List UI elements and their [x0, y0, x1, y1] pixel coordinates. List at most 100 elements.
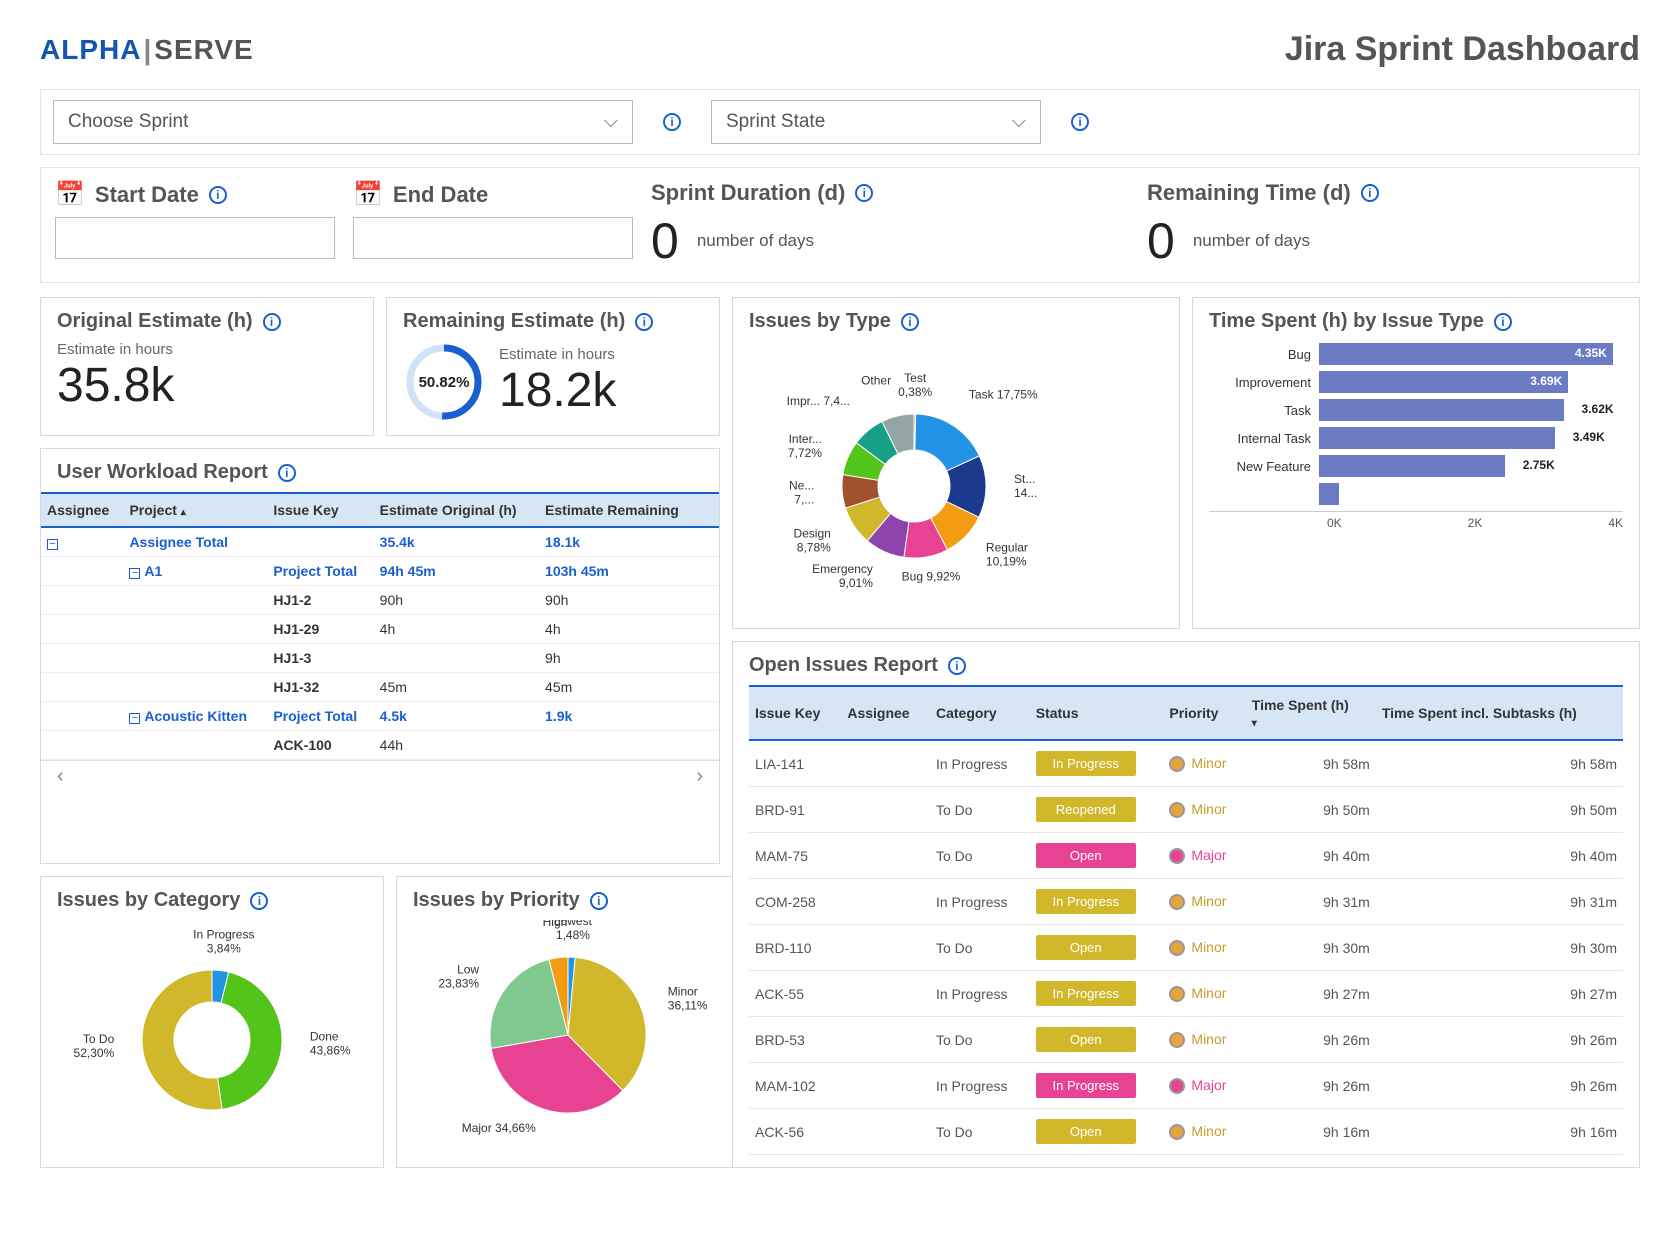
original-estimate-card: Original Estimate (h) i Estimate in hour…	[40, 297, 374, 436]
state-dropdown[interactable]: Sprint State ⌵	[711, 100, 1041, 144]
logo-serve: SERVE	[154, 34, 253, 65]
info-icon[interactable]: i	[590, 892, 608, 910]
svg-text:52,30%: 52,30%	[74, 1046, 115, 1060]
sprint-dropdown[interactable]: Choose Sprint ⌵	[53, 100, 633, 144]
original-sub: Estimate in hours	[57, 341, 357, 358]
table-row[interactable]: BRD-53To Do Open Minor 9h 26m 9h 26m	[749, 1017, 1623, 1063]
table-row[interactable]: ACK-56To Do Open Minor 9h 16m 9h 16m	[749, 1109, 1623, 1155]
table-row[interactable]: MAM-102In Progress In Progress Major 9h …	[749, 1063, 1623, 1109]
col-header[interactable]: Issue Key	[749, 686, 841, 740]
workload-title: User Workload Report	[57, 461, 268, 484]
svg-text:3,84%: 3,84%	[207, 942, 241, 956]
expander-icon[interactable]: −	[129, 713, 140, 724]
remaining-title: Remaining Estimate (h)	[403, 310, 625, 333]
remaining-label: Remaining Time (d)	[1147, 180, 1351, 206]
table-row[interactable]: MAM-75To Do Open Major 9h 40m 9h 40m	[749, 833, 1623, 879]
start-date-block: 📅Start Date i	[55, 180, 335, 270]
col-header[interactable]: Estimate Remaining	[539, 493, 701, 527]
table-row[interactable]: COM-258In Progress In Progress Minor 9h …	[749, 879, 1623, 925]
info-icon[interactable]: i	[1361, 184, 1379, 202]
col-header[interactable]: Time Spent (h)▾	[1246, 686, 1376, 740]
col-header[interactable]: Assignee	[841, 686, 930, 740]
by-type-chart: Test0,38%Task 17,75%St...14...Regular10,…	[749, 341, 1079, 611]
svg-text:High: High	[543, 920, 568, 929]
original-title: Original Estimate (h)	[57, 310, 253, 333]
col-header[interactable]: Estimate Original (h)	[374, 493, 539, 527]
svg-text:1,48%: 1,48%	[556, 928, 590, 942]
remaining-value: 0	[1147, 212, 1175, 270]
category-card: Issues by Category i In Progress3,84%Don…	[40, 876, 384, 1168]
info-icon[interactable]: i	[635, 313, 653, 331]
col-header[interactable]: Time Spent incl. Subtasks (h)	[1376, 686, 1623, 740]
col-header[interactable]: Project ▴	[123, 493, 267, 527]
end-date-input[interactable]	[353, 217, 633, 259]
by-type-card: Issues by Type i Test0,38%Task 17,75%St.…	[732, 297, 1180, 629]
priority-chart: Lowest1,48%Minor36,11%Major 34,66%Low23,…	[413, 920, 723, 1150]
svg-text:9,01%: 9,01%	[839, 576, 873, 590]
svg-text:8,78%: 8,78%	[797, 540, 831, 554]
col-header[interactable]: Status	[1030, 686, 1164, 740]
svg-text:Test: Test	[904, 371, 927, 385]
info-icon[interactable]: i	[250, 892, 268, 910]
info-icon[interactable]: i	[663, 113, 681, 131]
original-value: 35.8k	[57, 358, 357, 413]
svg-text:Minor: Minor	[668, 984, 698, 998]
info-icon[interactable]: i	[209, 186, 227, 204]
table-row[interactable]: LIA-141In Progress In Progress Minor 9h …	[749, 740, 1623, 787]
info-icon[interactable]: i	[855, 184, 873, 202]
svg-text:St...: St...	[1014, 472, 1035, 486]
calendar-icon: 📅	[353, 180, 383, 209]
info-icon[interactable]: i	[278, 464, 296, 482]
remaining-sub: number of days	[1193, 231, 1310, 251]
svg-text:Bug 9,92%: Bug 9,92%	[902, 570, 961, 584]
duration-label: Sprint Duration (d)	[651, 180, 845, 206]
chevron-down-icon: ⌵	[604, 111, 618, 133]
calendar-icon: 📅	[55, 180, 85, 209]
end-date-block: 📅End Date	[353, 180, 633, 270]
open-issues-card: Open Issues Report i Issue KeyAssigneeCa…	[732, 641, 1640, 1168]
info-icon[interactable]: i	[901, 313, 919, 331]
info-icon[interactable]: i	[1071, 113, 1089, 131]
svg-text:Inter...: Inter...	[789, 432, 822, 446]
svg-text:23,83%: 23,83%	[438, 976, 479, 990]
expander-icon[interactable]: −	[129, 568, 140, 579]
table-row[interactable]: ACK-55In Progress In Progress Minor 9h 2…	[749, 971, 1623, 1017]
bar-row: Bug 4.35K	[1209, 343, 1623, 365]
svg-text:Regular: Regular	[986, 540, 1028, 554]
duration-value: 0	[651, 212, 679, 270]
col-header[interactable]: Category	[930, 686, 1030, 740]
info-icon[interactable]: i	[1494, 313, 1512, 331]
scroll-left-icon[interactable]: ‹	[49, 763, 72, 790]
svg-text:10,19%: 10,19%	[986, 554, 1027, 568]
svg-text:43,86%: 43,86%	[310, 1044, 351, 1058]
expander-icon[interactable]: −	[47, 539, 58, 550]
time-spent-card: Time Spent (h) by Issue Type i Bug 4.35K…	[1192, 297, 1640, 629]
bar-row: Internal Task 3.49K	[1209, 427, 1623, 449]
state-dropdown-label: Sprint State	[726, 111, 825, 133]
col-header[interactable]: Issue Key	[267, 493, 373, 527]
table-row[interactable]: BRD-91To Do Reopened Minor 9h 50m 9h 50m	[749, 787, 1623, 833]
col-header[interactable]: Assignee	[41, 493, 123, 527]
col-header[interactable]: Priority	[1163, 686, 1245, 740]
info-icon[interactable]: i	[948, 657, 966, 675]
category-title: Issues by Category	[57, 889, 240, 912]
priority-title: Issues by Priority	[413, 889, 580, 912]
info-icon[interactable]: i	[263, 313, 281, 331]
category-chart: In Progress3,84%Done43,86%To Do52,30%	[57, 920, 367, 1150]
svg-text:0,38%: 0,38%	[898, 385, 932, 399]
sprint-dropdown-label: Choose Sprint	[68, 111, 188, 133]
open-issues-table: Issue KeyAssigneeCategoryStatusPriorityT…	[749, 685, 1623, 1155]
svg-text:Other: Other	[861, 374, 891, 388]
svg-text:Major 34,66%: Major 34,66%	[462, 1121, 536, 1135]
remaining-sub: Estimate in hours	[499, 346, 616, 363]
chevron-down-icon: ⌵	[1012, 111, 1026, 133]
start-date-input[interactable]	[55, 217, 335, 259]
svg-text:7,...: 7,...	[794, 493, 814, 507]
svg-text:Emergency: Emergency	[812, 562, 873, 576]
gauge-icon: 50.82%	[403, 341, 485, 423]
table-row[interactable]: BRD-110To Do Open Minor 9h 30m 9h 30m	[749, 925, 1623, 971]
bar-row	[1209, 483, 1623, 505]
scroll-right-icon[interactable]: ›	[688, 763, 711, 790]
date-metric-row: 📅Start Date i 📅End Date Sprint Duration …	[40, 167, 1640, 283]
by-type-title: Issues by Type	[749, 310, 891, 333]
